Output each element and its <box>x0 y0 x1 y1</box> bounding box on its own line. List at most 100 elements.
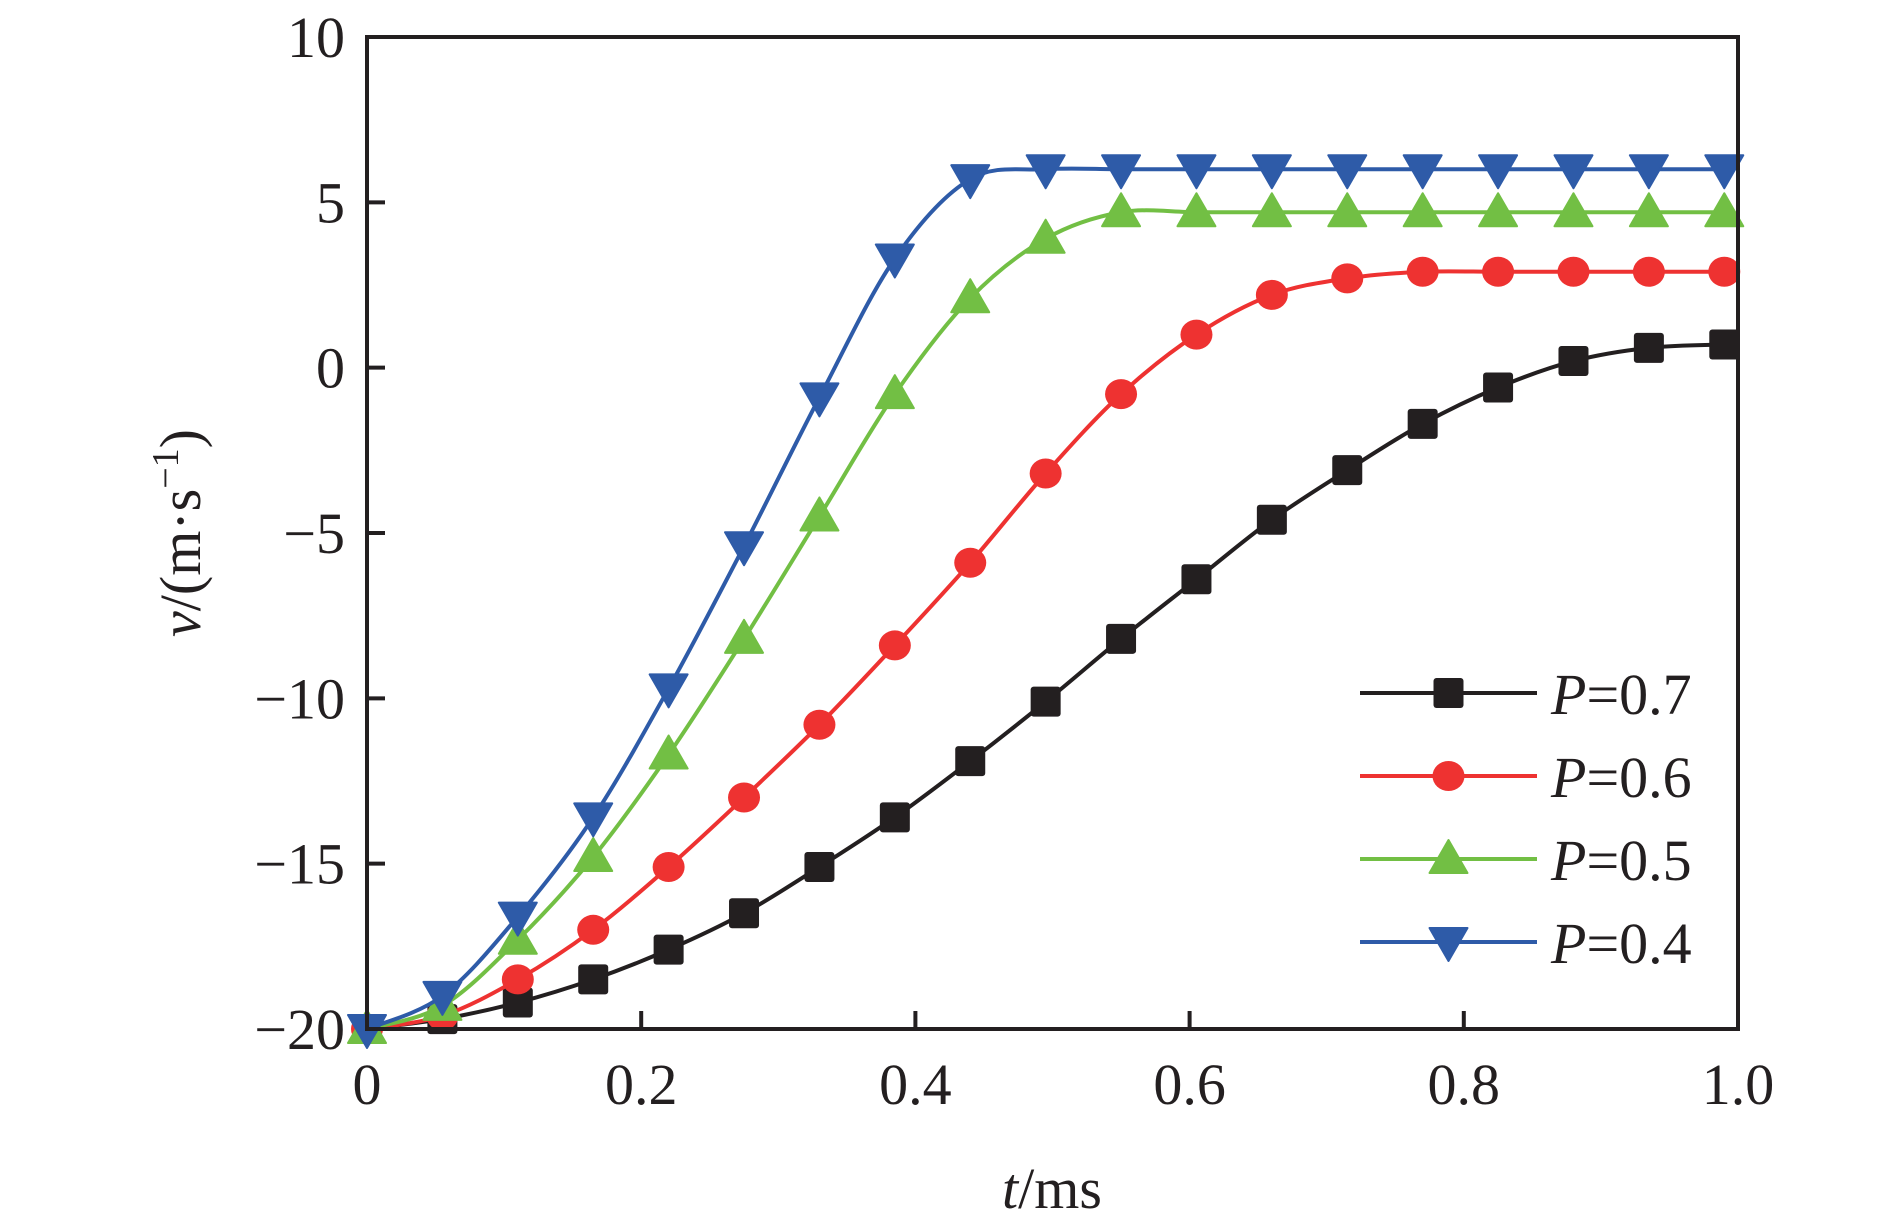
data-point <box>724 531 765 567</box>
legend-label-value: =0.4 <box>1586 911 1691 976</box>
legend-marker-icon <box>1433 678 1464 708</box>
data-point <box>1407 408 1438 439</box>
legend-label-value: =0.5 <box>1586 828 1691 893</box>
data-point <box>1101 154 1142 190</box>
legend-label: P=0.5 <box>1550 828 1692 893</box>
y-tick-label: −5 <box>283 501 345 566</box>
data-point <box>1553 192 1594 228</box>
data-point <box>502 987 533 1018</box>
x-tick-label: 0.4 <box>879 1052 952 1117</box>
data-point <box>577 914 610 945</box>
data-point <box>1558 346 1589 377</box>
legend-marker-icon <box>1428 839 1469 874</box>
data-point <box>803 709 836 740</box>
legend-item: P=0.7 <box>1360 662 1692 727</box>
data-point <box>874 374 915 410</box>
x-tick-label: 0.2 <box>605 1052 678 1117</box>
data-point <box>1251 154 1292 190</box>
data-point <box>1101 192 1142 228</box>
x-tick-label: 1.0 <box>1702 1052 1775 1117</box>
data-point <box>874 243 915 279</box>
data-point <box>1478 192 1519 228</box>
y-tick-label: 0 <box>316 336 345 401</box>
series-p-0-7 <box>352 329 1740 1044</box>
data-point <box>1478 154 1519 190</box>
data-point <box>1332 455 1363 486</box>
data-point <box>1176 154 1217 190</box>
y-axis-title-sup: −1 <box>145 448 187 488</box>
data-point <box>1327 154 1368 190</box>
data-point <box>728 782 761 813</box>
data-point <box>1557 256 1590 287</box>
data-point <box>1105 379 1138 410</box>
data-point <box>1482 256 1515 287</box>
y-tick-label: −20 <box>254 997 345 1062</box>
data-point <box>955 746 986 777</box>
legend-label-value: =0.7 <box>1586 662 1691 727</box>
y-tick-label: −10 <box>254 666 345 731</box>
data-point <box>1256 504 1287 535</box>
x-tick-label: 0 <box>353 1052 382 1117</box>
x-axis-title-var: t <box>1002 1156 1020 1221</box>
data-point <box>1030 686 1061 717</box>
data-point <box>1628 192 1669 228</box>
series-line <box>366 208 1725 1031</box>
legend-label-var: P <box>1550 911 1586 976</box>
data-point <box>879 802 910 833</box>
data-point <box>1406 256 1439 287</box>
legend-marker-icon <box>1432 761 1465 791</box>
data-point <box>1402 154 1443 190</box>
x-axis-title-unit: /ms <box>1018 1156 1102 1221</box>
data-point <box>1553 154 1594 190</box>
data-point <box>1708 256 1741 287</box>
data-point <box>648 734 689 770</box>
data-point <box>501 964 534 995</box>
data-point <box>729 898 760 929</box>
data-point <box>497 919 538 955</box>
data-point <box>648 673 689 709</box>
data-point <box>1633 332 1664 363</box>
legend-item: P=0.5 <box>1360 828 1692 893</box>
x-tick-label: 0.6 <box>1153 1052 1226 1117</box>
x-axis-title: t/ms <box>1002 1156 1102 1221</box>
series-p-0-4 <box>347 154 1745 1049</box>
y-axis-title-var: v <box>148 611 213 637</box>
y-tick-label: 10 <box>287 5 345 70</box>
data-point <box>1025 218 1066 254</box>
data-point <box>799 496 840 532</box>
data-point <box>1628 154 1669 190</box>
data-point <box>1181 564 1212 595</box>
data-point <box>1180 319 1213 350</box>
legend: P=0.7P=0.6P=0.5P=0.4 <box>1360 662 1692 976</box>
y-tick-label: −15 <box>254 832 345 897</box>
legend-label-var: P <box>1550 745 1586 810</box>
legend-item: P=0.4 <box>1360 911 1692 976</box>
y-axis-title-unit: /(m·s <box>148 489 213 611</box>
legend-marker-icon <box>1428 927 1469 962</box>
data-point <box>497 901 538 937</box>
x-tick-label: 0.8 <box>1428 1052 1501 1117</box>
data-point <box>878 630 911 661</box>
data-point <box>653 934 684 965</box>
y-axis-title-close: ) <box>148 429 213 448</box>
data-point <box>804 851 835 882</box>
data-point <box>1704 154 1745 190</box>
data-point <box>1327 192 1368 228</box>
y-axis-title: v/(m·s−1) <box>145 429 213 637</box>
data-point <box>1709 329 1740 360</box>
data-point <box>422 980 463 1016</box>
data-point <box>573 837 614 873</box>
series-p-0-5 <box>347 192 1745 1044</box>
legend-label: P=0.7 <box>1550 662 1692 727</box>
data-point <box>578 964 609 995</box>
series-p-0-6 <box>351 256 1741 1044</box>
data-point <box>950 278 991 314</box>
legend-label: P=0.4 <box>1550 911 1692 976</box>
data-point <box>799 382 840 418</box>
data-point <box>1251 192 1292 228</box>
data-point <box>652 851 685 882</box>
ticks-layer: 0 0.2 0.4 0.6 0.8 1.0 −20 −15 −10 −5 0 5 10 <box>254 5 1774 1117</box>
data-point <box>954 547 987 578</box>
data-point <box>1402 192 1443 228</box>
